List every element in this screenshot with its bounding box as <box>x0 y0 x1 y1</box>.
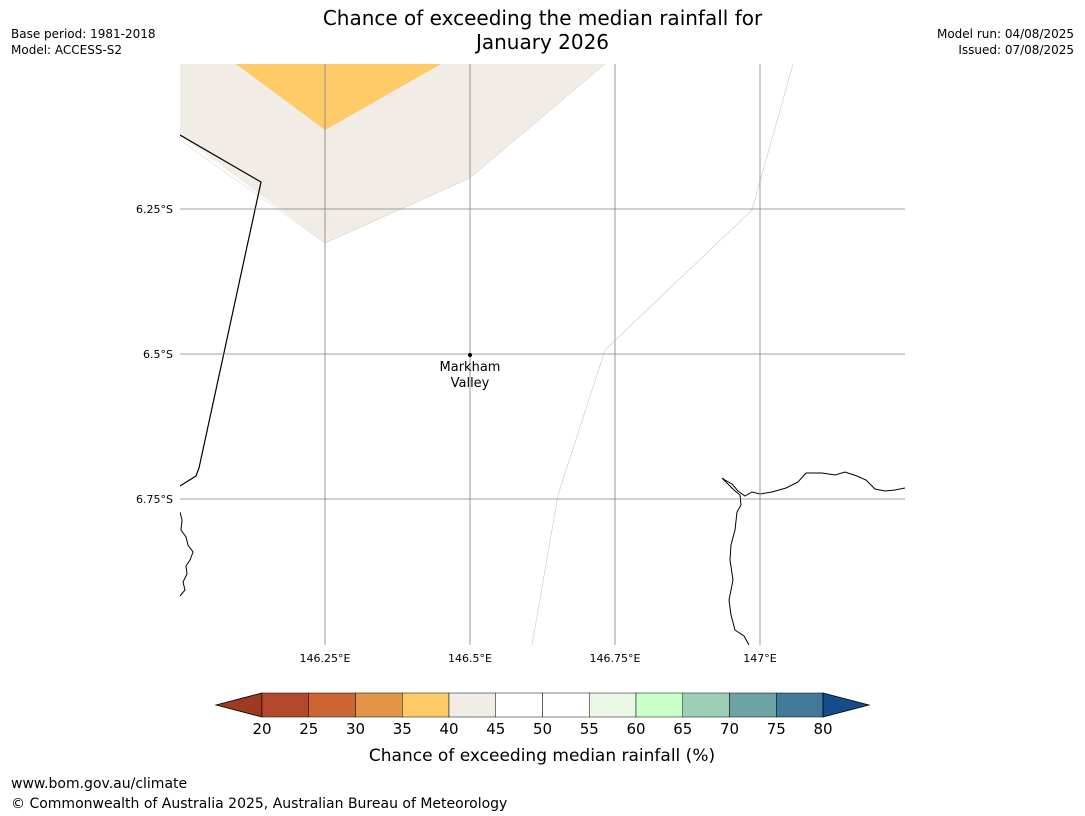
colorbar-tick-70: 70 <box>720 720 739 738</box>
lat-label-6-75: 6.75°S <box>136 493 173 506</box>
colorbar-segment-50-55 <box>542 692 590 718</box>
place-label-line-2: Valley <box>451 376 490 391</box>
colorbar-segment-40-45 <box>448 692 496 718</box>
lat-label-6-5: 6.5°S <box>143 348 173 361</box>
colorbar-segment-70-75 <box>729 692 777 718</box>
meta-right: Model run: 04/08/2025 Issued: 07/08/2025 <box>937 26 1074 58</box>
colorbar-extend-high <box>822 692 871 718</box>
colorbar-segment-60-65 <box>635 692 683 718</box>
lon-label-146-5: 146.5°E <box>448 652 492 665</box>
colorbar-tick-65: 65 <box>673 720 692 738</box>
model-run: Model run: 04/08/2025 <box>936 27 1074 41</box>
meta-left: Base period: 1981-2018 Model: ACCESS-S2 <box>11 26 156 58</box>
colorbar-tick-80: 80 <box>813 720 832 738</box>
colorbar: 20 25 30 35 40 45 50 55 60 65 70 75 80 <box>214 692 871 738</box>
colorbar-tick-55: 55 <box>580 720 599 738</box>
lon-label-146-75: 146.75°E <box>590 652 641 665</box>
country-border <box>180 134 262 487</box>
colorbar-tick-45: 45 <box>486 720 505 738</box>
colorbar-tick-60: 60 <box>626 720 645 738</box>
issued-date: Issued: 07/08/2025 <box>958 43 1074 57</box>
colorbar-title: Chance of exceeding median rainfall (%) <box>369 746 715 766</box>
lon-label-146-25: 146.25°E <box>300 652 351 665</box>
colorbar-tick-35: 35 <box>393 720 412 738</box>
colorbar-tick-25: 25 <box>299 720 318 738</box>
lon-label-147: 147°E <box>743 652 776 665</box>
base-period: Base period: 1981-2018 <box>11 27 156 41</box>
colorbar-segment-30-35 <box>355 692 403 718</box>
lat-label-6-25: 6.25°S <box>136 203 173 216</box>
location-marker <box>468 353 472 357</box>
region-35-40 <box>236 64 441 130</box>
colorbar-tick-75: 75 <box>767 720 786 738</box>
colorbar-segment-65-70 <box>682 692 730 718</box>
model-name: Model: ACCESS-S2 <box>11 43 123 57</box>
map-figure: Markham Valley 6.25°S 6.5°S 6.75°S 146.2… <box>136 64 905 766</box>
coastline-west <box>180 511 194 597</box>
place-label-line-1: Markham <box>440 360 501 375</box>
colorbar-tick-20: 20 <box>252 720 271 738</box>
faint-region-edge <box>180 64 606 244</box>
footer-copyright: © Commonwealth of Australia 2025, Austra… <box>11 796 508 812</box>
faint-boundary-line <box>531 64 794 645</box>
colorbar-segment-20-25 <box>261 692 309 718</box>
colorbar-segment-75-80 <box>776 692 824 718</box>
coastline-east <box>721 471 905 645</box>
colorbar-extend-low <box>214 692 263 718</box>
colorbar-segment-45-50 <box>495 692 543 718</box>
title-line-1: Chance of exceeding the median rainfall … <box>322 6 763 30</box>
colorbar-segment-55-60 <box>589 692 637 718</box>
footer-url: www.bom.gov.au/climate <box>11 776 188 792</box>
title-line-2: January 2026 <box>475 30 610 54</box>
colorbar-tick-30: 30 <box>346 720 365 738</box>
colorbar-segment-25-30 <box>308 692 356 718</box>
colorbar-tick-40: 40 <box>439 720 458 738</box>
map-title: Chance of exceeding the median rainfall … <box>0 6 1085 54</box>
map-area <box>180 64 905 645</box>
colorbar-segment-35-40 <box>402 692 450 718</box>
region-40-45 <box>180 64 605 243</box>
colorbar-tick-50: 50 <box>533 720 552 738</box>
